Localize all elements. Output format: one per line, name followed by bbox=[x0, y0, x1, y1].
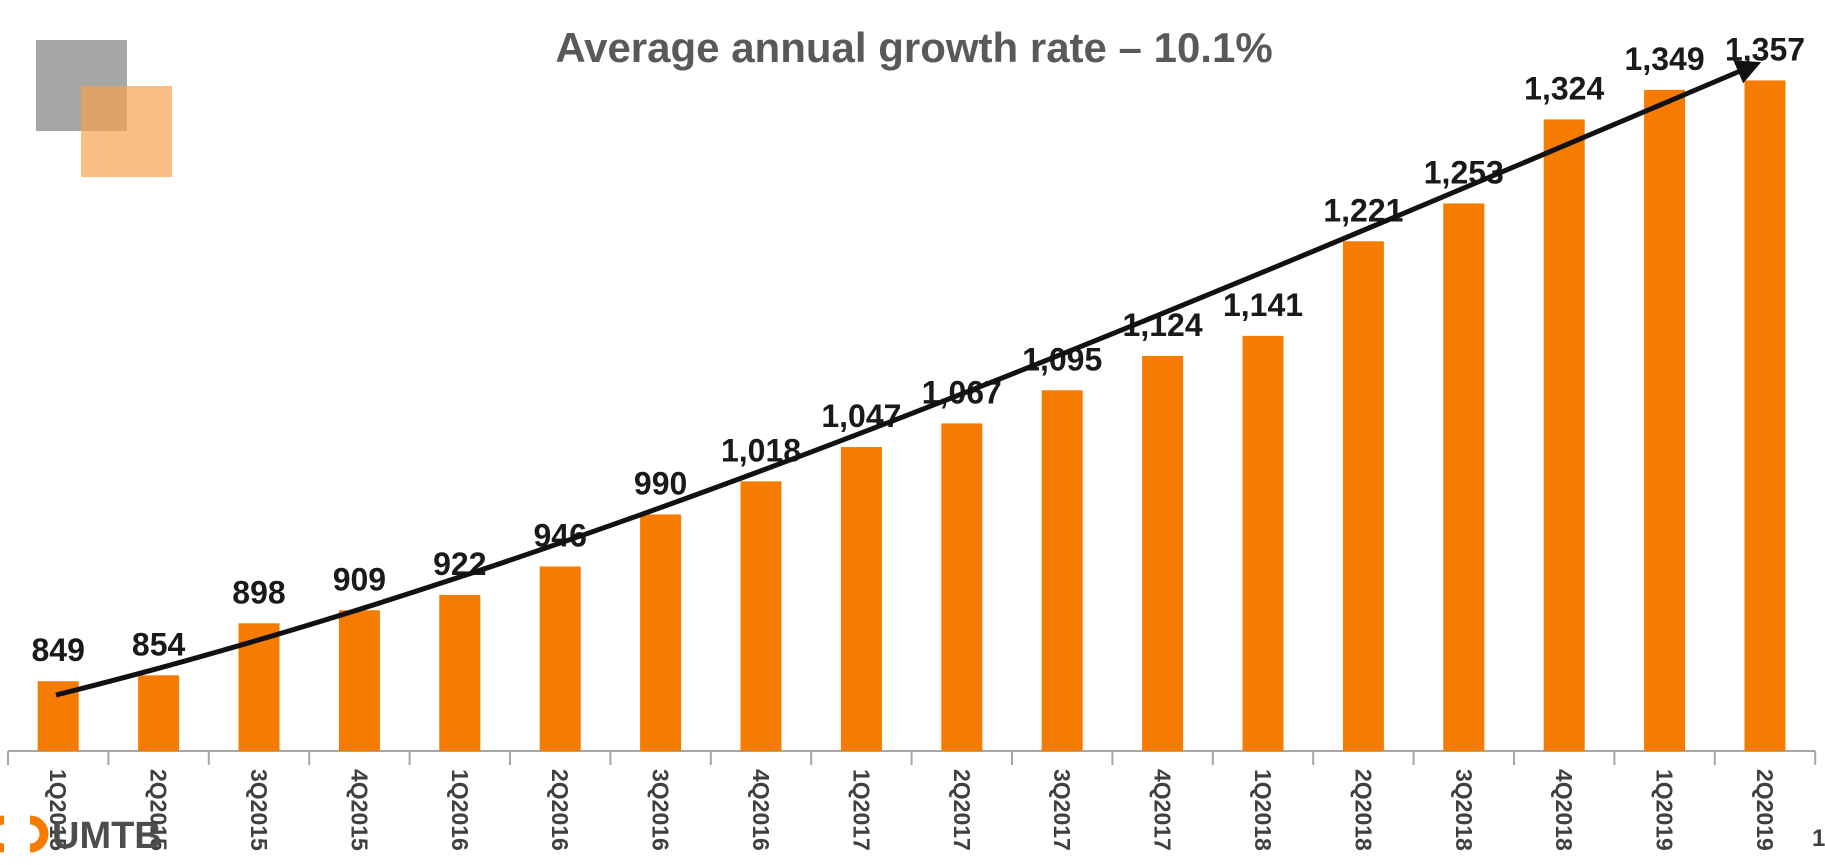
bar bbox=[1041, 390, 1083, 751]
value-label: 909 bbox=[333, 561, 386, 597]
value-label: 1,141 bbox=[1223, 287, 1303, 323]
x-tick-label: 4Q2015 bbox=[346, 769, 372, 851]
bar bbox=[640, 514, 682, 751]
x-tick-label: 3Q2018 bbox=[1451, 769, 1477, 851]
x-tick-label: 4Q2017 bbox=[1150, 769, 1176, 851]
logo: UMTB bbox=[0, 815, 162, 857]
bar bbox=[1744, 80, 1786, 751]
bar bbox=[1543, 119, 1585, 752]
value-label: 898 bbox=[232, 574, 285, 610]
x-tick-label: 3Q2017 bbox=[1049, 769, 1075, 851]
bar bbox=[1443, 203, 1485, 751]
bar bbox=[439, 594, 481, 751]
bar bbox=[539, 566, 581, 751]
bar bbox=[740, 481, 782, 751]
x-tick-label: 2Q2018 bbox=[1350, 769, 1376, 851]
value-label: 1,221 bbox=[1323, 192, 1403, 228]
deco-square bbox=[81, 86, 172, 177]
chart-title: Average annual growth rate – 10.1% bbox=[555, 24, 1272, 71]
value-label: 1,349 bbox=[1625, 41, 1705, 77]
value-label: 990 bbox=[634, 465, 687, 501]
x-tick-label: 4Q2016 bbox=[748, 769, 774, 851]
value-label: 1,357 bbox=[1725, 31, 1805, 67]
logo-text: UMTB bbox=[52, 815, 162, 857]
logo-mark bbox=[0, 815, 5, 853]
x-tick-label: 3Q2015 bbox=[246, 769, 272, 851]
plot-area: 8491Q20158542Q20158983Q20159094Q20159221… bbox=[7, 31, 1817, 851]
bar bbox=[1644, 89, 1686, 751]
bar bbox=[1242, 335, 1284, 751]
bar bbox=[1342, 241, 1384, 751]
bar bbox=[840, 447, 882, 751]
bar bbox=[941, 423, 983, 751]
bar bbox=[338, 610, 380, 751]
bar bbox=[138, 675, 180, 751]
x-tick-label: 1Q2015 bbox=[45, 769, 71, 851]
value-label: 1,047 bbox=[821, 398, 901, 434]
x-tick-label: 1Q2018 bbox=[1250, 769, 1276, 851]
x-tick-label: 2Q2015 bbox=[146, 769, 172, 851]
x-tick-label: 1Q2019 bbox=[1652, 769, 1678, 851]
value-label: 1,095 bbox=[1022, 341, 1102, 377]
x-tick-label: 2Q2017 bbox=[949, 769, 975, 851]
page-number: 1 bbox=[1812, 825, 1825, 852]
value-label: 854 bbox=[132, 626, 186, 662]
x-tick-label: 1Q2017 bbox=[848, 769, 874, 851]
x-tick-label: 2Q2016 bbox=[547, 769, 573, 851]
bar bbox=[1142, 355, 1184, 751]
value-label: 849 bbox=[32, 632, 85, 668]
value-label: 1,253 bbox=[1424, 154, 1504, 190]
x-tick-label: 4Q2018 bbox=[1551, 769, 1577, 851]
value-label: 1,324 bbox=[1524, 70, 1604, 106]
trend-arrow bbox=[55, 60, 1762, 698]
x-tick-label: 1Q2016 bbox=[447, 769, 473, 851]
x-tick-label: 2Q2019 bbox=[1752, 769, 1778, 851]
logo-mark bbox=[29, 815, 49, 853]
x-tick-label: 3Q2016 bbox=[648, 769, 674, 851]
